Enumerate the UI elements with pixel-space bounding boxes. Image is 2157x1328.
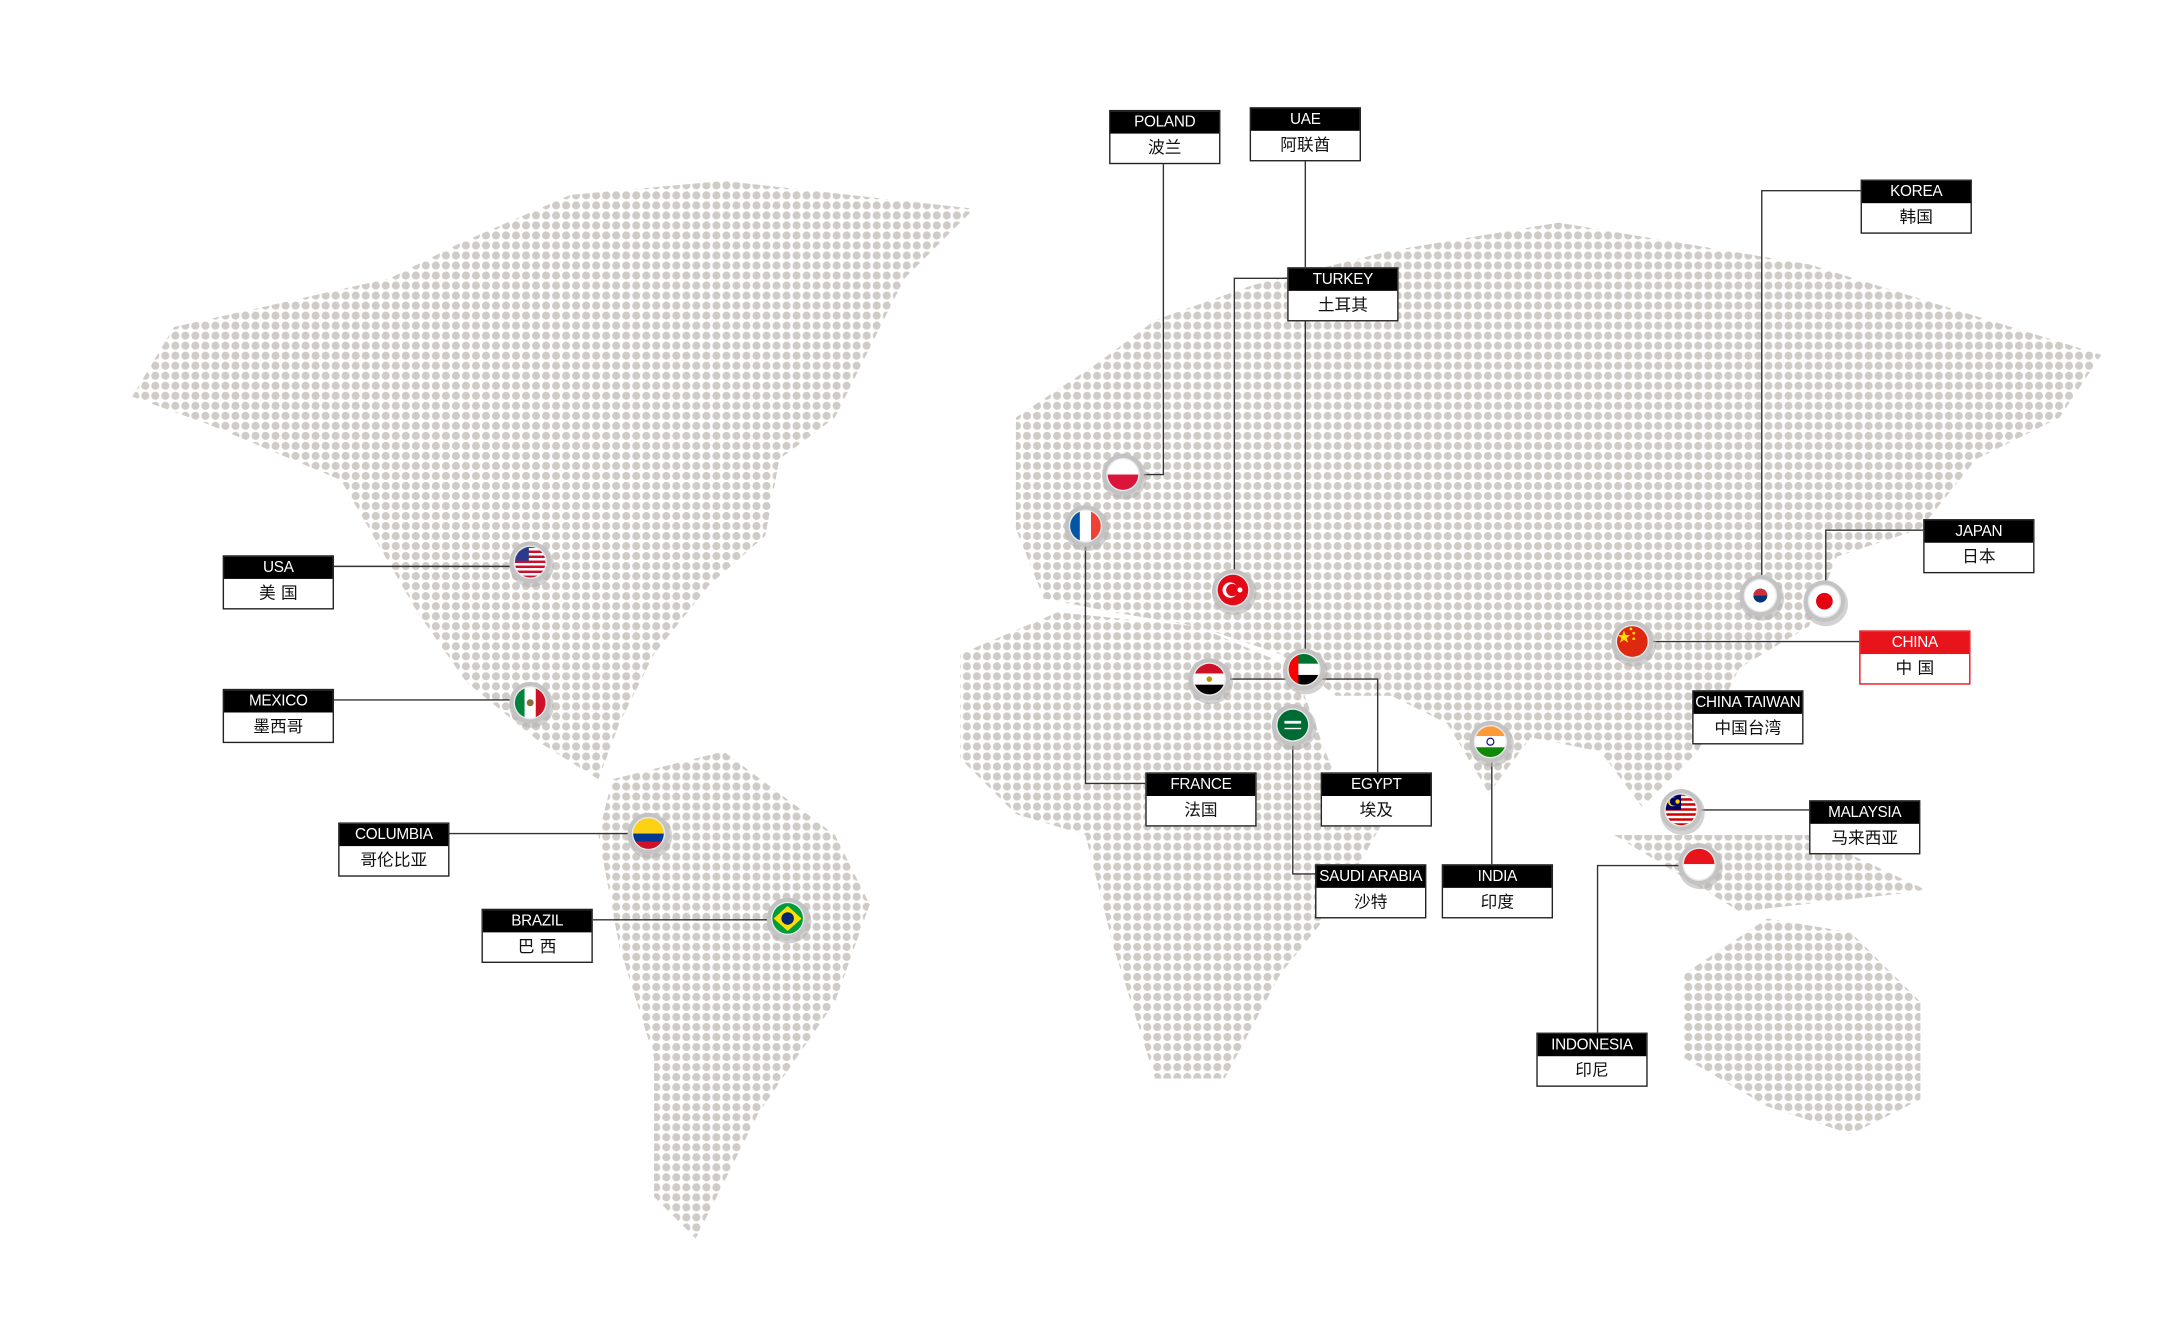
country-name-zh: 法国 <box>1184 800 1218 820</box>
country-name-zh: 巴 西 <box>517 936 557 957</box>
country-name-en: INDIA <box>1443 865 1552 888</box>
country-name-zh: 马来西亚 <box>1831 828 1899 848</box>
country-label-france[interactable]: FRANCE 法国 <box>1145 772 1257 827</box>
country-name-en: MALAYSIA <box>1810 801 1920 824</box>
country-label-usa[interactable]: USA 美 国 <box>222 555 334 610</box>
country-name-zh: 波兰 <box>1148 137 1182 158</box>
malaysia-flag-icon[interactable] <box>1660 789 1705 835</box>
country-label-uae[interactable]: UAE 阿联酋 <box>1249 107 1361 162</box>
south-america <box>598 751 870 1239</box>
mexico-flag-icon[interactable] <box>509 681 554 728</box>
india-flag-icon[interactable] <box>1469 720 1515 767</box>
eurasia <box>1015 222 2102 808</box>
country-name-en: TURKEY <box>1288 268 1398 291</box>
country-name-en: FRANCE <box>1146 773 1256 796</box>
country-name-en: CHINA <box>1860 631 1970 655</box>
egypt-leader-line <box>1228 678 1379 773</box>
country-name-zh: 土耳其 <box>1317 295 1368 315</box>
country-name-en: POLAND <box>1110 111 1220 134</box>
country-name-en: INDONESIA <box>1537 1033 1647 1057</box>
country-name-zh: 埃及 <box>1359 800 1393 820</box>
country-label-taiwan[interactable]: CHINA TAIWAN 中国台湾 <box>1692 690 1804 745</box>
country-name-en: SAUDI ARABIA <box>1316 865 1425 888</box>
country-label-india[interactable]: INDIA 印度 <box>1441 864 1554 919</box>
country-name-zh: 印度 <box>1480 892 1515 912</box>
country-name-zh: 中国台湾 <box>1714 718 1782 738</box>
country-name-en: KOREA <box>1861 180 1971 204</box>
country-label-egypt[interactable]: EGYPT 埃及 <box>1320 772 1432 827</box>
country-label-china[interactable]: CHINA 中 国 <box>1859 630 1971 685</box>
north-america <box>132 180 975 780</box>
country-label-turkey[interactable]: TURKEY 土耳其 <box>1287 267 1399 322</box>
country-name-en: CHINA TAIWAN <box>1693 691 1803 714</box>
korea-flag-icon[interactable] <box>1739 574 1785 621</box>
australia <box>1683 918 1921 1135</box>
country-label-poland[interactable]: POLAND 波兰 <box>1109 109 1221 165</box>
country-name-zh: 沙特 <box>1354 892 1388 912</box>
country-name-en: MEXICO <box>224 690 333 713</box>
country-name-zh: 哥伦比亚 <box>360 850 428 870</box>
uae-flag-icon[interactable] <box>1283 648 1328 695</box>
country-name-en: BRAZIL <box>482 910 592 933</box>
korea-leader-line <box>1761 189 1861 577</box>
egypt-flag-icon[interactable] <box>1188 658 1233 705</box>
saudi-flag-icon[interactable] <box>1271 704 1317 751</box>
france-leader-line <box>1084 545 1146 785</box>
brazil-flag-icon[interactable] <box>766 897 812 944</box>
country-label-malaysia[interactable]: MALAYSIA 马来西亚 <box>1809 800 1921 855</box>
country-label-saudi[interactable]: SAUDI ARABIA 沙特 <box>1315 864 1427 919</box>
country-name-en: UAE <box>1251 108 1360 131</box>
country-name-en: JAPAN <box>1924 520 2034 543</box>
indonesia-leader-line <box>1596 864 1680 1033</box>
country-label-mexico[interactable]: MEXICO 墨西哥 <box>222 688 334 744</box>
indonesia-flag-icon[interactable] <box>1678 843 1723 890</box>
turkey-leader-line <box>1233 277 1288 571</box>
colombia-flag-icon[interactable] <box>627 812 673 859</box>
country-name-zh: 美 国 <box>258 583 298 603</box>
country-name-zh: 韩国 <box>1899 207 1933 227</box>
country-name-zh: 阿联酋 <box>1280 134 1331 155</box>
poland-flag-icon[interactable] <box>1102 453 1147 500</box>
country-name-zh: 中 国 <box>1895 658 1935 678</box>
france-flag-icon[interactable] <box>1064 505 1110 552</box>
country-name-en: EGYPT <box>1322 773 1431 796</box>
country-name-zh: 墨西哥 <box>253 716 304 737</box>
turkey-flag-icon[interactable] <box>1212 569 1257 616</box>
saudi-leader-line <box>1292 744 1316 875</box>
japan-leader-line <box>1825 529 1924 582</box>
country-name-en: COLUMBIA <box>339 823 449 847</box>
country-label-korea[interactable]: KOREA 韩国 <box>1860 179 1972 234</box>
country-label-brazil[interactable]: BRAZIL 巴 西 <box>481 908 593 963</box>
country-name-zh: 印尼 <box>1575 1060 1609 1080</box>
country-label-japan[interactable]: JAPAN 日本 <box>1923 519 2035 574</box>
country-name-zh: 日本 <box>1962 546 1996 567</box>
country-name-en: USA <box>224 556 333 579</box>
usa-flag-icon[interactable] <box>509 541 554 588</box>
china-flag-icon[interactable] <box>1611 620 1657 667</box>
country-label-columbia[interactable]: COLUMBIA 哥伦比亚 <box>338 822 450 877</box>
japan-flag-icon[interactable] <box>1803 580 1849 627</box>
country-label-indonesia[interactable]: INDONESIA 印尼 <box>1536 1032 1648 1087</box>
poland-leader-line <box>1141 162 1165 476</box>
